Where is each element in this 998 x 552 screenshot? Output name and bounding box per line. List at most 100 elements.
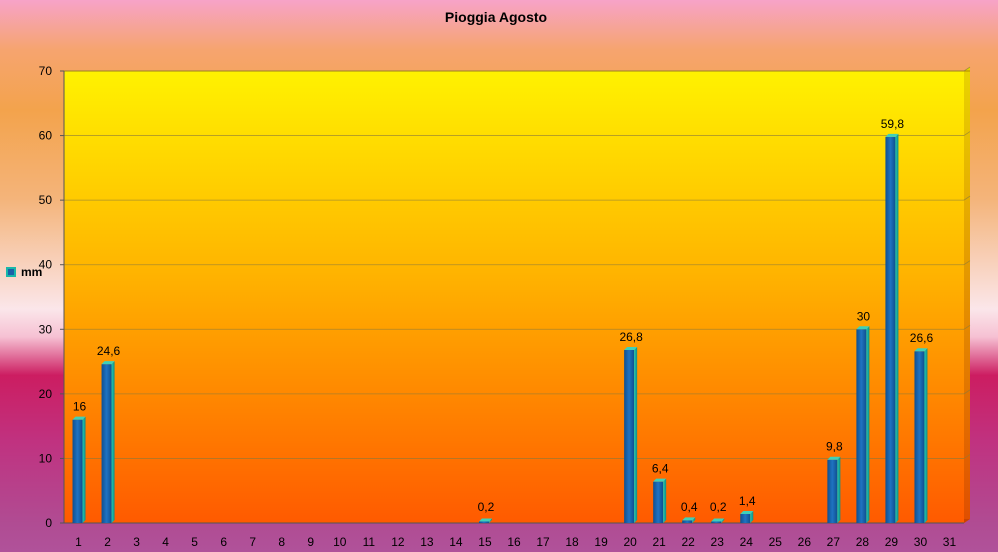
bar-top — [856, 326, 870, 330]
bar-top — [711, 518, 725, 522]
gridline-side — [963, 131, 971, 136]
data-label: 1,4 — [739, 494, 756, 508]
x-tick-label: 29 — [885, 535, 899, 549]
bar — [914, 348, 928, 523]
bar-front — [653, 481, 664, 523]
bar-front — [885, 136, 896, 523]
bar-top — [624, 346, 638, 350]
gridlines — [64, 66, 971, 459]
bar-top — [478, 518, 492, 522]
bar-side — [692, 517, 696, 523]
bar-side — [634, 346, 638, 523]
bars — [72, 133, 928, 523]
x-tick-labels: 1 2 3 4 5 6 7 8 9 10 11 12 13 14 15 16 17 18 19 20 21 22 23 24 2… — [75, 535, 956, 549]
bar-front — [72, 419, 83, 523]
x-tick-label: 23 — [711, 535, 725, 549]
plot-side-wall — [964, 67, 970, 523]
chart-title: Pioggia Agosto — [445, 9, 547, 25]
x-tick-label: 12 — [391, 535, 405, 549]
bar-side — [924, 348, 928, 523]
x-tick-label: 22 — [682, 535, 696, 549]
bar-side — [111, 361, 115, 523]
x-tick-label: 3 — [133, 535, 140, 549]
x-tick-label: 9 — [307, 535, 314, 549]
x-tick-label: 31 — [943, 535, 957, 549]
gridline-side — [963, 66, 971, 72]
data-label: 26,8 — [619, 330, 643, 344]
bar — [72, 416, 86, 523]
x-tick-label: 4 — [162, 535, 169, 549]
bar-top — [914, 348, 928, 352]
y-tick-label: 20 — [39, 387, 53, 401]
x-tick-label: 24 — [740, 535, 754, 549]
bar-front — [856, 329, 867, 523]
y-tick-label: 40 — [39, 258, 53, 272]
data-label: 30 — [857, 309, 871, 323]
x-tick-label: 1 — [75, 535, 82, 549]
bar — [653, 478, 667, 523]
x-tick-label: 21 — [652, 535, 666, 549]
data-label: 24,6 — [97, 344, 121, 358]
bar-front — [740, 513, 751, 523]
bar — [711, 518, 725, 523]
bar-side — [488, 518, 492, 523]
gridline-side — [963, 260, 971, 266]
x-tick-label: 28 — [856, 535, 870, 549]
data-label: 0,2 — [478, 500, 495, 514]
bar-side — [750, 510, 754, 523]
x-tick-label: 26 — [798, 535, 812, 549]
gridline-side — [963, 195, 971, 201]
x-tick-label: 19 — [594, 535, 608, 549]
x-tick-label: 8 — [278, 535, 285, 549]
gridline-side — [963, 389, 971, 395]
bar-side — [721, 518, 725, 523]
data-labels: 16 24,6 0,2 26,8 6,4 0,4 0,2 1,4 9,8 30 59,8 26,6 — [73, 117, 934, 514]
bar-front — [101, 364, 112, 523]
data-label: 0,4 — [681, 500, 698, 514]
y-tick-label: 0 — [45, 516, 52, 530]
bar — [101, 361, 115, 523]
x-tick-label: 2 — [104, 535, 111, 549]
data-label: 26,6 — [910, 331, 934, 345]
y-tick-label: 10 — [39, 451, 53, 465]
x-tick-label: 15 — [478, 535, 492, 549]
y-tick-label: 70 — [39, 64, 53, 78]
y-tick-label: 30 — [39, 322, 53, 336]
bar-top — [101, 361, 115, 365]
bar-top — [72, 416, 86, 420]
bar-top — [885, 133, 899, 137]
x-tick-label: 16 — [507, 535, 521, 549]
bar-front — [682, 520, 693, 523]
bar-front — [478, 521, 489, 523]
x-tick-label: 30 — [914, 535, 928, 549]
x-tick-label: 20 — [623, 535, 637, 549]
y-tick-label: 50 — [39, 193, 53, 207]
bar-front — [624, 349, 635, 523]
bar — [885, 133, 899, 523]
y-tick-label: 60 — [39, 129, 53, 143]
bar — [827, 456, 841, 523]
bar-top — [653, 478, 667, 482]
bar-top — [827, 456, 841, 460]
legend: mm — [6, 265, 42, 279]
bar-top — [682, 517, 696, 521]
bar-front — [914, 351, 925, 523]
y-tick-labels: 0 10 20 30 40 50 60 70 — [39, 64, 64, 530]
bar-front — [827, 459, 838, 523]
data-label: 6,4 — [652, 462, 669, 476]
bar — [856, 326, 870, 523]
data-label: 16 — [73, 400, 87, 414]
bar — [740, 510, 754, 523]
x-tick-label: 11 — [363, 535, 376, 549]
data-label: 0,2 — [710, 500, 727, 514]
bar — [478, 518, 492, 523]
x-tick-label: 25 — [769, 535, 783, 549]
x-tick-label: 6 — [220, 535, 227, 549]
x-tick-label: 27 — [827, 535, 841, 549]
data-label: 9,8 — [826, 440, 843, 454]
legend-swatch — [6, 267, 16, 277]
bar-top — [740, 510, 754, 514]
data-label: 59,8 — [881, 117, 905, 131]
x-tick-label: 13 — [420, 535, 434, 549]
